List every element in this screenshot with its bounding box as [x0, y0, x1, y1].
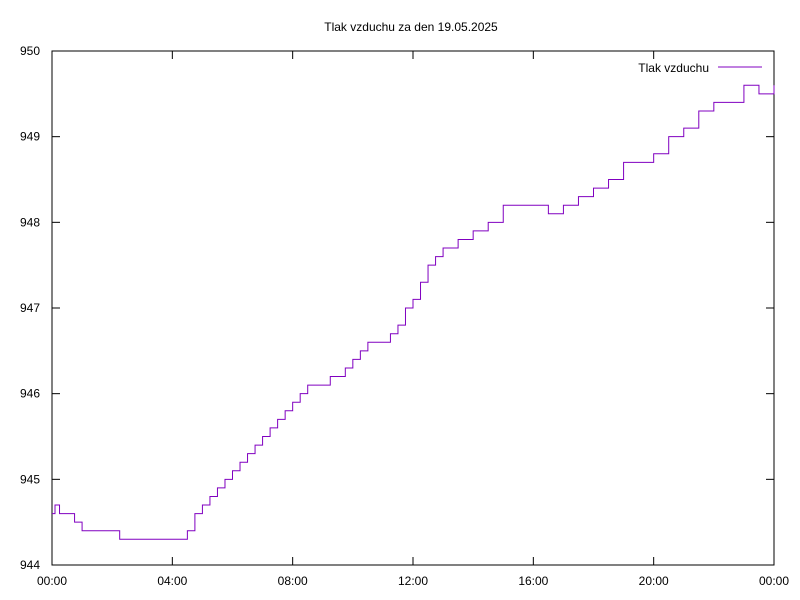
x-tick-label: 00:00: [37, 574, 67, 588]
y-tick-label: 947: [20, 301, 40, 315]
y-tick-label: 950: [20, 44, 40, 58]
y-tick-label: 948: [20, 215, 40, 229]
x-tick-label: 00:00: [759, 574, 789, 588]
y-tick-label: 944: [20, 558, 40, 572]
y-tick-label: 946: [20, 387, 40, 401]
x-tick-label: 16:00: [518, 574, 548, 588]
legend: Tlak vzduchu: [638, 61, 762, 75]
y-tick-label: 949: [20, 130, 40, 144]
y-axis: 944 945 946 947 948 949 950: [20, 44, 774, 572]
x-tick-label: 04:00: [157, 574, 187, 588]
chart-title: Tlak vzduchu za den 19.05.2025: [324, 20, 498, 34]
x-tick-label: 12:00: [398, 574, 428, 588]
x-tick-label: 08:00: [278, 574, 308, 588]
x-tick-label: 20:00: [639, 574, 669, 588]
x-axis: 00:00 04:00 08:00 12:00 16:00 20:00 00:00: [37, 51, 789, 588]
legend-label: Tlak vzduchu: [638, 61, 709, 75]
series-line-tlak-vzduchu: [52, 84, 775, 540]
y-tick-label: 945: [20, 472, 40, 486]
